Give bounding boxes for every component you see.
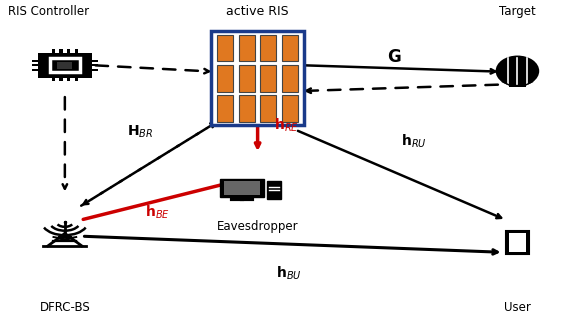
- Bar: [509, 233, 526, 252]
- Text: $\mathbf{G}$: $\mathbf{G}$: [387, 48, 402, 66]
- Text: $\mathbf{h}_{RU}$: $\mathbf{h}_{RU}$: [401, 132, 427, 150]
- Bar: [67, 78, 70, 81]
- Bar: [217, 65, 233, 92]
- Bar: [38, 53, 92, 78]
- Bar: [217, 95, 233, 122]
- Bar: [60, 78, 63, 81]
- Bar: [261, 95, 277, 122]
- Bar: [282, 35, 298, 62]
- Bar: [267, 181, 281, 199]
- Bar: [75, 78, 77, 81]
- Bar: [282, 65, 298, 92]
- Bar: [220, 179, 264, 197]
- Text: $\mathbf{h}_{RE}$: $\mathbf{h}_{RE}$: [274, 116, 299, 133]
- Ellipse shape: [495, 55, 539, 87]
- Bar: [211, 31, 304, 125]
- Bar: [261, 35, 277, 62]
- Text: active RIS: active RIS: [226, 6, 289, 18]
- Bar: [57, 62, 72, 69]
- Bar: [52, 50, 55, 53]
- Bar: [50, 58, 80, 72]
- Bar: [32, 69, 38, 71]
- Bar: [75, 50, 77, 53]
- Bar: [239, 95, 255, 122]
- Text: Eavesdropper: Eavesdropper: [217, 220, 298, 233]
- Text: $\mathbf{h}_{BU}$: $\mathbf{h}_{BU}$: [276, 265, 301, 282]
- Bar: [32, 64, 38, 66]
- Bar: [506, 231, 529, 254]
- Bar: [239, 65, 255, 92]
- Text: DFRC-BS: DFRC-BS: [40, 301, 90, 314]
- Bar: [224, 181, 261, 195]
- Bar: [509, 81, 526, 87]
- Bar: [92, 60, 98, 62]
- Text: User: User: [504, 301, 531, 314]
- Bar: [282, 95, 298, 122]
- Text: Target: Target: [499, 6, 536, 18]
- Text: $\mathbf{H}_{BR}$: $\mathbf{H}_{BR}$: [127, 123, 153, 140]
- Bar: [261, 65, 277, 92]
- Bar: [52, 78, 55, 81]
- Text: RIS Controller: RIS Controller: [7, 6, 88, 18]
- Bar: [92, 64, 98, 66]
- Bar: [239, 35, 255, 62]
- Bar: [217, 35, 233, 62]
- Bar: [32, 60, 38, 62]
- Bar: [60, 50, 63, 53]
- Text: $\mathbf{h}_{BE}$: $\mathbf{h}_{BE}$: [145, 203, 169, 221]
- Bar: [92, 69, 98, 71]
- Bar: [67, 50, 70, 53]
